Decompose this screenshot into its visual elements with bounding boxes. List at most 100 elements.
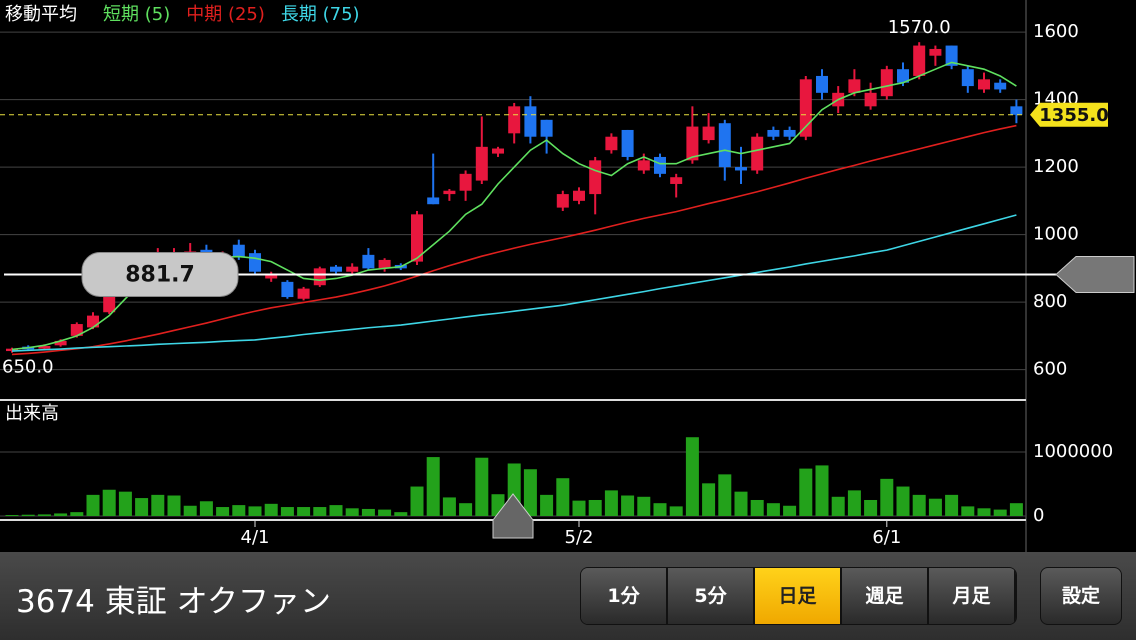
- volume-bar: [766, 503, 780, 516]
- candle-body: [816, 75, 828, 93]
- crosshair-handle[interactable]: [1055, 256, 1135, 294]
- legend-entry: 長期 (75): [281, 4, 360, 25]
- legend-title: 移動平均: [5, 4, 77, 25]
- volume-bar: [1009, 503, 1023, 516]
- volume-bar: [831, 496, 845, 516]
- volume-bar: [167, 495, 181, 516]
- candle-body: [362, 254, 375, 269]
- volume-bar: [637, 496, 651, 516]
- volume-bar: [248, 506, 262, 516]
- volume-bar: [54, 513, 68, 516]
- volume-bar: [216, 507, 230, 516]
- volume-bar: [572, 500, 586, 516]
- legend-entry: 中期 (25): [186, 4, 265, 25]
- volume-bar: [799, 468, 813, 516]
- candle-body: [637, 160, 650, 171]
- volume-bar: [199, 501, 213, 516]
- volume-bar: [394, 512, 408, 516]
- moving-average-line: [11, 214, 1017, 352]
- volume-bar: [345, 508, 359, 516]
- candle-body: [978, 79, 990, 90]
- candle-body: [232, 244, 245, 257]
- toolbar: 3674 東証 オクファン 1分 5分 日足 週足 月足 設定: [0, 552, 1136, 640]
- moving-average-line: [11, 124, 1017, 356]
- volume-title: 出来高: [5, 403, 59, 424]
- candle-body: [783, 129, 796, 137]
- candle-body: [313, 268, 326, 286]
- y-tick-label: 600: [1033, 359, 1067, 380]
- candle-body: [524, 106, 537, 137]
- candle-body: [540, 119, 553, 137]
- candle-body: [735, 167, 747, 171]
- volume-bar: [297, 507, 311, 516]
- period-button[interactable]: 5分: [668, 568, 755, 624]
- volume-bar: [718, 474, 732, 516]
- volume-bar: [5, 515, 19, 516]
- volume-bar: [621, 495, 635, 516]
- cursor-handle[interactable]: [492, 493, 534, 539]
- volume-bar: [896, 486, 910, 516]
- high-label: 1570.0: [888, 17, 951, 38]
- candle-body: [654, 156, 666, 174]
- volume-bar: [961, 506, 975, 516]
- candle-body: [70, 324, 83, 336]
- candle-body: [492, 148, 504, 154]
- period-selector: 1分 5分 日足 週足 月足: [580, 567, 1017, 625]
- volume-bar: [118, 491, 132, 516]
- period-button[interactable]: 月足: [929, 568, 1016, 624]
- volume-bar: [232, 505, 246, 516]
- candle-body: [589, 160, 602, 195]
- volume-bar: [102, 489, 116, 516]
- candle-body: [281, 281, 294, 298]
- candle-body: [686, 126, 699, 161]
- volume-bar: [669, 506, 683, 516]
- y-tick-label: 1600: [1033, 21, 1079, 42]
- x-tick-label: 5/2: [565, 527, 594, 548]
- volume-bar: [183, 505, 197, 516]
- period-button[interactable]: 日足: [755, 568, 842, 624]
- candle-body: [475, 146, 488, 181]
- volume-bar: [540, 494, 554, 516]
- volume-bar: [556, 478, 570, 516]
- volume-bar: [151, 494, 165, 516]
- candle-body: [573, 190, 585, 201]
- x-tick-label: 4/1: [241, 527, 270, 548]
- candle-body: [265, 275, 278, 279]
- volume-bar: [21, 514, 35, 516]
- low-label: 650.0: [2, 357, 54, 378]
- volume-bar: [86, 494, 100, 516]
- crosshair-box: [81, 252, 239, 298]
- candle-body: [767, 129, 780, 137]
- period-button[interactable]: 1分: [581, 568, 668, 624]
- period-button[interactable]: 週足: [842, 568, 929, 624]
- candle-body: [605, 136, 618, 151]
- candle-body: [346, 266, 359, 272]
- candle-body: [799, 79, 812, 137]
- candle-body: [556, 194, 569, 208]
- candle-body: [880, 69, 893, 97]
- crosshair-label: 881.7: [125, 263, 195, 288]
- candle-body: [945, 45, 958, 66]
- volume-bar: [280, 507, 294, 516]
- candle-body: [427, 197, 440, 205]
- volume-bar: [945, 494, 959, 516]
- volume-bar: [815, 465, 829, 516]
- candle-body: [249, 253, 261, 272]
- volume-bar: [702, 483, 716, 516]
- last-price-tag: [1030, 102, 1108, 127]
- candle-body: [87, 315, 99, 328]
- volume-bar: [264, 503, 278, 516]
- y-tick-label: 800: [1033, 291, 1067, 312]
- candle-body: [297, 288, 310, 299]
- candle-body: [508, 106, 521, 134]
- volume-bar: [653, 503, 667, 516]
- volume-bar: [928, 498, 942, 516]
- volume-bar: [37, 514, 51, 516]
- last-price-label: 1355.0: [1039, 105, 1108, 126]
- settings-button[interactable]: 設定: [1040, 567, 1122, 625]
- volume-bar: [847, 490, 861, 516]
- volume-bar: [329, 505, 343, 516]
- volume-bar: [750, 499, 764, 516]
- candle-body: [864, 92, 877, 107]
